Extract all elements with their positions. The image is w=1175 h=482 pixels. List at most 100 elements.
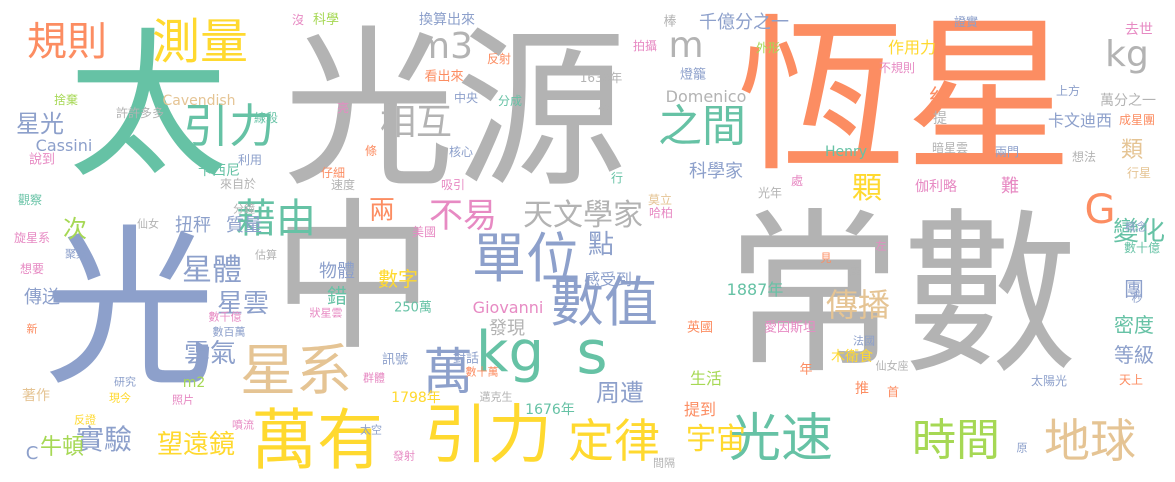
word-constant: 常數 xyxy=(725,193,1079,398)
word-henry: Cassini xyxy=(35,136,93,155)
word-nebula: 星雲 xyxy=(216,289,270,319)
word-push: 木衛食 xyxy=(831,349,873,365)
word-jupiter-eclipse: 想法 xyxy=(1071,150,1097,164)
word-earth: 地球 xyxy=(1044,414,1136,468)
word-kg-large: kg xyxy=(476,320,544,385)
word-bright: 線段 xyxy=(253,111,279,125)
word-between: 之間 xyxy=(658,101,746,152)
word-use: 說到 xyxy=(28,152,56,168)
word-mass: 扭秤 xyxy=(175,215,211,236)
word-ci: 點 xyxy=(587,230,615,260)
word-seat: 見 xyxy=(820,251,832,265)
word-dialogue: 訊號 xyxy=(381,352,409,368)
word-mutual: 相互 xyxy=(379,102,453,143)
word-telescope: 望遠鏡 xyxy=(156,430,236,460)
word-france: 數百萬 xyxy=(212,325,246,339)
word-gravity-teal: 引力 xyxy=(183,99,275,153)
word-cavendish-en: Domenico xyxy=(665,87,747,106)
word-speed: 仔細 xyxy=(320,166,346,180)
word-zhong: 中 xyxy=(272,185,434,373)
word-difficult: C xyxy=(25,443,39,464)
word-domenico: Henry xyxy=(824,144,868,160)
word-sunlight: 天上 xyxy=(1118,373,1144,387)
word-spiral-galaxy: 仙女 xyxy=(137,217,159,231)
word-liang: 星體 xyxy=(182,253,242,288)
word-usa: 旋星系 xyxy=(13,231,51,245)
word-central: 反射 xyxy=(486,52,512,66)
word-interval: 發射 xyxy=(393,449,415,463)
word-gather: 美國 xyxy=(411,225,437,239)
word-disprove: 照片 xyxy=(172,393,194,407)
word-form-cluster: 上方 xyxy=(1055,84,1081,98)
word-experiment: 實驗 xyxy=(75,423,133,456)
word-approx: 變化 xyxy=(1112,217,1166,247)
word-2-5-million: 狀星雲 xyxy=(309,306,343,320)
word-millions: 新 xyxy=(26,322,38,336)
word-c: 牛頓 xyxy=(39,435,85,460)
word-change: 星光 xyxy=(16,110,64,138)
word-propagate: 傳播 xyxy=(825,286,891,324)
word-cassini-zh: 愛因斯坦 xyxy=(763,320,817,336)
word-pass-away: 萬分之一 xyxy=(1100,93,1156,109)
word-one-hundred-billionth: 科學家 xyxy=(689,161,743,182)
word-research: 群體 xyxy=(363,371,385,385)
word-hubble: 莫立 xyxy=(647,193,673,207)
word-observe: 數十億 xyxy=(1123,241,1161,255)
word-surrounding: 等級 xyxy=(1114,343,1154,367)
word-newton: 傳送 xyxy=(24,287,60,308)
word-heaven: 首 xyxy=(886,385,900,399)
word-shape: 證實 xyxy=(953,15,979,29)
word-original: 間隔 xyxy=(653,456,675,470)
word-1676: 1798年 xyxy=(391,390,441,406)
word-launch: 太空 xyxy=(360,423,382,437)
word-ti: 棒 xyxy=(663,14,677,30)
word-none: 科學 xyxy=(312,12,340,28)
word-guang: 光 xyxy=(44,209,216,410)
word-hundreds-thousands: 法國 xyxy=(853,334,875,348)
word-irregular: 位 xyxy=(597,103,611,117)
word-dark-nebula: 成星團 xyxy=(1118,113,1156,127)
word-photograph: 外形 xyxy=(755,41,781,55)
word-einstein: 英國 xyxy=(686,320,714,336)
word-nebula-shape: 數千億 xyxy=(208,310,242,324)
word-m3: m3 xyxy=(415,26,473,67)
word-core: 條 xyxy=(364,144,378,158)
word-concept: 行星 xyxy=(1126,166,1152,180)
word-jet: 邁克生 xyxy=(479,390,513,404)
word-galaxy: 星系 xyxy=(240,339,352,404)
word-1638: 1676年 xyxy=(525,402,575,418)
word-nowadays: 研究 xyxy=(114,375,136,389)
word-idea: 去世 xyxy=(1125,22,1153,38)
word-above: 不規則 xyxy=(878,61,916,75)
word-light-speed: 光速 xyxy=(728,409,834,469)
word-want: 聚集 xyxy=(65,247,87,261)
word-scientist: 難 xyxy=(1001,176,1019,197)
word-light-source: 光源 xyxy=(283,10,627,211)
word-new: 250萬 xyxy=(394,300,432,316)
word-billions: 概念 xyxy=(1125,220,1147,234)
word-group: 仙女座 xyxy=(875,359,909,373)
word-astronomer: 天文學家 xyxy=(523,198,643,233)
word-come-from: 利用 xyxy=(237,153,263,167)
word-reflect: 拍攝 xyxy=(632,39,658,53)
word-s: s xyxy=(576,318,608,388)
word-force: 千億分之一 xyxy=(699,12,789,33)
word-signal: m2 xyxy=(182,375,206,391)
word-universal: 萬有 xyxy=(251,402,383,479)
word-morley: 光年 xyxy=(757,186,783,200)
word-grade: 密度 xyxy=(1114,313,1154,337)
word-first: 提 xyxy=(933,111,947,127)
word-by-means: 藉由 xyxy=(236,196,316,242)
word-two-gates: 伽利略 xyxy=(915,179,957,195)
word-giovanni: Cavendish xyxy=(162,93,236,109)
word-light-year: 處 xyxy=(790,174,804,188)
word-divide: 中央 xyxy=(453,91,479,105)
word-unit: 單位 xyxy=(472,227,580,290)
word-cassini: 卡文迪西 xyxy=(1047,111,1113,130)
word-speak-of: 核心 xyxy=(448,145,474,159)
word-strip: 亮 xyxy=(336,101,350,115)
word-discover: 周遭 xyxy=(596,379,644,407)
word-life: 提到 xyxy=(683,400,717,419)
word-starlight: 次 xyxy=(63,215,87,243)
